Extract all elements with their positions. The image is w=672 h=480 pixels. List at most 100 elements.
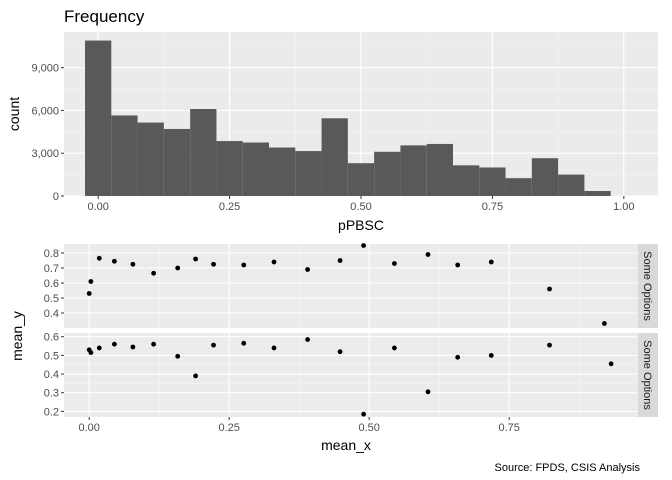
histogram-x-ticks: 0.00 0.25 0.50 0.75 1.00 — [87, 196, 635, 213]
histogram-bar — [242, 142, 270, 196]
facet-panel — [64, 244, 638, 328]
scatter-point — [88, 279, 94, 284]
histogram-bar — [479, 167, 506, 196]
scatter-point — [151, 341, 157, 347]
scatter-point — [337, 349, 343, 355]
y-tick-label: 0.3 — [44, 388, 59, 400]
scatter-point — [96, 255, 102, 261]
scatter-point — [112, 341, 117, 347]
scatter-point — [305, 267, 310, 272]
scatter-point — [392, 345, 397, 351]
histogram-chart: Frequency 0.00 0.25 0.50 0.75 1.00 0 3,000 6,0… — [6, 7, 658, 233]
scatter-point — [241, 340, 247, 346]
y-tick-label: 0.8 — [44, 248, 59, 260]
scatter-point — [337, 258, 343, 263]
y-tick-label: 9,000 — [31, 63, 59, 75]
scatter-facet-bottom: 0.2 0.3 0.4 0.5 0.6 Some Options — [44, 332, 658, 418]
x-tick-label: 0.00 — [87, 201, 108, 213]
scatter-point — [130, 261, 136, 267]
histogram-bars — [85, 40, 611, 197]
facet-strip — [638, 244, 658, 328]
histogram-bar — [347, 163, 375, 196]
y-tick-label: 0.7 — [44, 263, 59, 275]
scatter-chart: 0.4 0.5 0.6 0.7 0.8 Some Options 0.2 0.3 0.4 0.5… — [9, 243, 658, 453]
scatter-point — [488, 353, 494, 358]
x-tick-label: 0.75 — [498, 422, 519, 434]
histogram-bar — [85, 40, 112, 197]
histogram-x-label: pPBSC — [338, 217, 384, 233]
scatter-point — [112, 258, 117, 264]
y-tick-label: 0 — [53, 191, 59, 203]
scatter-point — [193, 373, 199, 379]
y-tick-label: 0.4 — [44, 308, 59, 320]
histogram-bar — [216, 141, 243, 196]
scatter-point — [455, 354, 461, 360]
histogram-bar — [190, 109, 217, 196]
histogram-bar — [163, 128, 191, 196]
scatter-point — [361, 243, 366, 248]
histogram-bar — [374, 151, 401, 196]
y-tick-label: 0.5 — [44, 293, 59, 305]
facet-strip-label: Some Options — [641, 251, 653, 321]
y-tick-label: 0.6 — [44, 278, 59, 290]
scatter-point — [241, 262, 247, 268]
histogram-bar — [295, 151, 322, 196]
scatter-point — [305, 337, 310, 342]
scatter-point — [86, 291, 92, 296]
scatter-point — [547, 286, 552, 292]
scatter-y-label: mean_y — [9, 311, 25, 361]
histogram-bar — [111, 115, 138, 196]
histogram-bar — [505, 178, 532, 196]
histogram-bar — [269, 147, 296, 196]
scatter-point — [88, 350, 94, 355]
scatter-point — [392, 261, 397, 266]
y-tick-label: 0.6 — [44, 332, 59, 344]
histogram-bar — [452, 165, 480, 196]
histogram-bar — [558, 174, 585, 196]
histogram-bar — [137, 122, 164, 196]
scatter-point — [271, 345, 277, 351]
scatter-point — [425, 252, 431, 257]
scatter-point — [425, 389, 431, 395]
x-tick-label: 0.50 — [350, 201, 371, 213]
scatter-point — [547, 342, 552, 348]
histogram-bar — [531, 158, 559, 196]
scatter-point — [602, 321, 607, 326]
scatter-point — [488, 259, 494, 265]
histogram-bar — [584, 191, 611, 196]
y-tick-label: 6,000 — [31, 105, 59, 117]
y-tick-label: 0.2 — [44, 406, 59, 418]
x-tick-label: 0.50 — [358, 422, 379, 434]
scatter-point — [608, 361, 614, 367]
histogram-bar — [321, 118, 348, 196]
histogram-y-label: count — [6, 97, 22, 131]
source-caption: Source: FPDS, CSIS Analysis — [495, 462, 641, 474]
x-tick-label: 0.75 — [482, 201, 503, 213]
histogram-bar — [426, 143, 453, 196]
histogram-title: Frequency — [64, 7, 145, 26]
scatter-point — [175, 265, 181, 271]
scatter-facet-top: 0.4 0.5 0.6 0.7 0.8 Some Options — [44, 243, 658, 328]
x-tick-label: 1.00 — [613, 201, 634, 213]
y-tick-label: 0.4 — [44, 369, 59, 381]
x-tick-label: 0.25 — [219, 201, 240, 213]
facet-strip — [638, 333, 658, 417]
y-tick-label: 0.5 — [44, 350, 59, 362]
scatter-point — [455, 262, 461, 268]
scatter-x-ticks: 0.00 0.25 0.50 0.75 — [78, 417, 520, 434]
scatter-point — [96, 345, 102, 351]
scatter-point — [175, 353, 181, 359]
scatter-point — [151, 270, 157, 276]
y-tick-label: 3,000 — [31, 148, 59, 160]
x-tick-label: 0.00 — [78, 422, 99, 434]
scatter-point — [130, 344, 136, 350]
scatter-point — [193, 256, 199, 262]
x-tick-label: 0.25 — [218, 422, 239, 434]
facet-panel — [64, 333, 638, 417]
histogram-y-ticks: 0 3,000 6,000 9,000 — [31, 63, 64, 203]
scatter-point — [271, 259, 277, 265]
histogram-bar — [400, 145, 427, 196]
scatter-x-label: mean_x — [321, 437, 371, 453]
facet-strip-label: Some Options — [641, 340, 653, 410]
